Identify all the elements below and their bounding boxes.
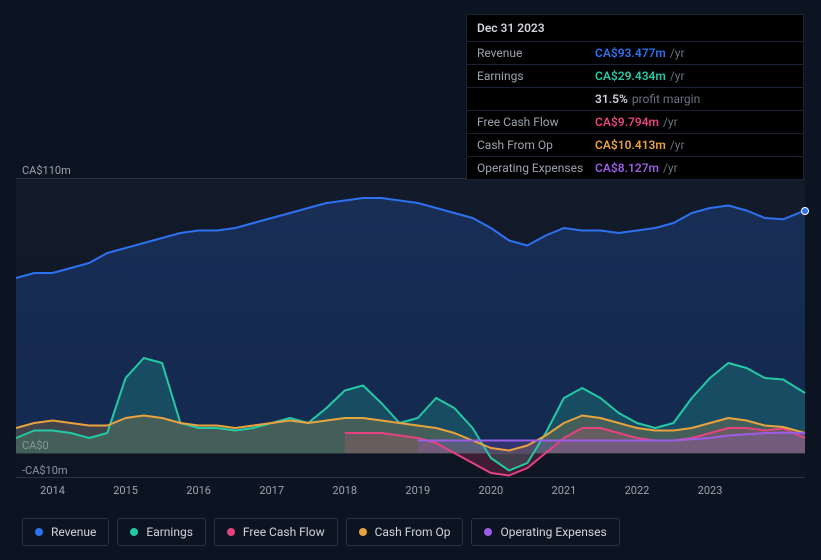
chart-svg	[16, 178, 805, 478]
tooltip-value: CA$8.127m	[595, 161, 659, 175]
y-axis-label: CA$110m	[22, 164, 71, 177]
tooltip-value: 31.5%	[595, 92, 628, 106]
tooltip-row: EarningsCA$29.434m/yr	[467, 65, 803, 88]
legend-label: Free Cash Flow	[243, 525, 325, 539]
tooltip-row: 31.5% profit margin	[467, 88, 803, 111]
tooltip-unit: /yr	[663, 161, 678, 175]
x-axis-tick: 2018	[332, 484, 357, 497]
tooltip-unit: /yr	[670, 138, 685, 152]
x-axis-tick: 2019	[405, 484, 430, 497]
tooltip-unit: /yr	[663, 115, 678, 129]
chart-container: Dec 31 2023 RevenueCA$93.477m/yrEarnings…	[0, 0, 821, 560]
x-axis-tick: 2022	[625, 484, 650, 497]
legend-item-cash-from-op[interactable]: Cash From Op	[346, 518, 464, 546]
latest-marker-dot	[801, 207, 809, 215]
tooltip-label: Cash From Op	[477, 138, 595, 152]
legend-label: Revenue	[51, 525, 96, 539]
tooltip-label: Free Cash Flow	[477, 115, 595, 129]
legend-dot-icon	[484, 528, 492, 536]
legend-item-earnings[interactable]: Earnings	[117, 518, 206, 546]
x-axis-tick: 2021	[552, 484, 577, 497]
legend: Revenue Earnings Free Cash Flow Cash From O…	[22, 518, 620, 546]
tooltip-value: CA$10.413m	[595, 138, 666, 152]
x-axis-tick: 2015	[113, 484, 138, 497]
x-axis-tick: 2014	[40, 484, 65, 497]
tooltip-unit: /yr	[670, 69, 685, 83]
legend-label: Earnings	[146, 525, 193, 539]
chart-tooltip: Dec 31 2023 RevenueCA$93.477m/yrEarnings…	[466, 14, 804, 180]
legend-dot-icon	[359, 528, 367, 536]
tooltip-unit: /yr	[670, 46, 685, 60]
x-axis: 2014 2015 2016 2017 2018 2019 2020 2021 2022 2023	[16, 484, 805, 504]
x-axis-tick: 2017	[259, 484, 284, 497]
legend-item-operating-expenses[interactable]: Operating Expenses	[471, 518, 619, 546]
tooltip-label: Operating Expenses	[477, 161, 595, 175]
tooltip-value: CA$9.794m	[595, 115, 659, 129]
legend-label: Operating Expenses	[500, 525, 606, 539]
x-axis-tick: 2016	[186, 484, 211, 497]
tooltip-row: Operating ExpensesCA$8.127m/yr	[467, 157, 803, 179]
legend-item-revenue[interactable]: Revenue	[22, 518, 109, 546]
tooltip-value: CA$93.477m	[595, 46, 666, 60]
tooltip-row: Cash From OpCA$10.413m/yr	[467, 134, 803, 157]
legend-dot-icon	[130, 528, 138, 536]
tooltip-date: Dec 31 2023	[467, 15, 803, 42]
tooltip-unit: profit margin	[632, 92, 700, 106]
legend-dot-icon	[227, 528, 235, 536]
tooltip-value: CA$29.434m	[595, 69, 666, 83]
legend-label: Cash From Op	[375, 525, 451, 539]
tooltip-label: Revenue	[477, 46, 595, 60]
x-axis-tick: 2023	[698, 484, 723, 497]
tooltip-row: RevenueCA$93.477m/yr	[467, 42, 803, 65]
x-axis-tick: 2020	[478, 484, 503, 497]
tooltip-label: Earnings	[477, 69, 595, 83]
legend-dot-icon	[35, 528, 43, 536]
legend-item-free-cash-flow[interactable]: Free Cash Flow	[214, 518, 338, 546]
tooltip-row: Free Cash FlowCA$9.794m/yr	[467, 111, 803, 134]
